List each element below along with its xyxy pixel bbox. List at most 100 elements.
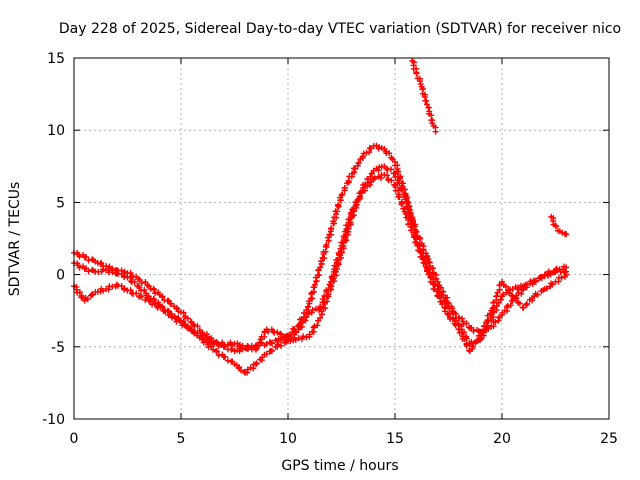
- data-point: [500, 291, 507, 298]
- data-point: [432, 128, 439, 135]
- data-point: [338, 192, 345, 199]
- data-point: [311, 281, 318, 288]
- series-trace-1: [71, 142, 570, 355]
- data-point: [513, 295, 520, 302]
- data-point: [412, 238, 419, 245]
- data-point: [507, 302, 514, 309]
- data-point: [236, 364, 243, 371]
- data-point: [138, 280, 145, 287]
- data-point: [312, 305, 319, 312]
- data-point: [516, 300, 523, 307]
- series-trace-4: [409, 57, 439, 135]
- data-point: [386, 150, 393, 157]
- data-point: [301, 310, 308, 317]
- chart-title: Day 228 of 2025, Sidereal Day-to-day VTE…: [59, 21, 621, 37]
- data-point: [432, 275, 439, 282]
- data-point: [499, 278, 505, 285]
- data-point: [253, 360, 260, 367]
- x-tick-label: 0: [70, 431, 79, 447]
- data-point: [133, 290, 140, 297]
- data-point: [194, 322, 201, 329]
- tick-labels: 0 5 10 15 20 25 -10 -5 0 5 10 15: [42, 51, 618, 447]
- data-point: [370, 176, 377, 183]
- data-point: [310, 324, 317, 331]
- data-point: [547, 271, 554, 278]
- data-point: [76, 289, 83, 296]
- data-point: [325, 237, 332, 244]
- data-point: [138, 293, 145, 300]
- data-point: [191, 328, 198, 335]
- data-point: [84, 296, 91, 303]
- data-point: [495, 317, 502, 324]
- data-point: [317, 264, 324, 271]
- data-point: [151, 286, 158, 293]
- data-point: [439, 301, 446, 308]
- data-point: [508, 292, 515, 299]
- data-point: [309, 295, 316, 302]
- data-point: [325, 286, 332, 293]
- data-point: [105, 286, 112, 293]
- data-point: [135, 283, 142, 290]
- data-point: [458, 315, 465, 322]
- data-point: [368, 170, 375, 177]
- data-point: [537, 274, 544, 281]
- data-point: [396, 179, 403, 186]
- data-point: [420, 259, 427, 266]
- data-point: [215, 340, 222, 347]
- data-point: [263, 340, 270, 347]
- data-point: [353, 199, 360, 206]
- data-point: [450, 310, 457, 317]
- data-point: [76, 264, 83, 271]
- x-axis-label: GPS time / hours: [281, 458, 398, 474]
- data-point: [410, 234, 417, 241]
- data-point: [269, 347, 276, 354]
- data-point: [278, 342, 285, 349]
- data-point: [200, 339, 207, 346]
- x-tick-label: 10: [279, 431, 297, 447]
- data-point: [335, 249, 342, 256]
- data-point: [449, 316, 456, 323]
- series-trace-5: [548, 213, 570, 238]
- data-point: [559, 229, 566, 236]
- x-tick-label: 20: [493, 431, 511, 447]
- y-axis-label: SDTVAR / TECUs: [7, 182, 23, 297]
- data-point: [180, 321, 187, 328]
- data-point: [466, 347, 473, 354]
- data-point: [414, 242, 421, 249]
- data-point: [425, 104, 432, 111]
- data-point: [131, 279, 138, 286]
- y-tick-label: -10: [42, 412, 65, 428]
- data-point: [318, 258, 325, 265]
- data-point: [383, 165, 390, 172]
- data-point: [356, 193, 363, 200]
- data-point: [492, 319, 499, 326]
- data-point: [278, 331, 285, 338]
- data-points: [71, 57, 570, 376]
- data-point: [407, 220, 414, 227]
- data-point: [184, 315, 191, 322]
- data-point: [199, 336, 206, 343]
- data-point: [563, 271, 570, 278]
- data-point: [113, 270, 120, 277]
- data-point: [423, 101, 430, 108]
- data-point: [352, 165, 359, 172]
- data-point: [152, 300, 159, 307]
- y-tick-label: 10: [47, 123, 65, 139]
- data-point: [292, 329, 299, 336]
- data-point: [388, 166, 395, 173]
- data-point: [534, 291, 541, 298]
- data-point: [364, 183, 371, 190]
- data-point: [408, 227, 415, 234]
- data-point: [211, 339, 218, 346]
- data-point: [319, 296, 326, 303]
- data-point: [470, 328, 477, 335]
- data-point: [136, 284, 143, 291]
- data-point: [149, 301, 156, 308]
- data-point: [523, 300, 530, 307]
- data-point: [532, 277, 539, 284]
- data-point: [413, 70, 420, 77]
- data-point: [557, 268, 564, 275]
- data-point: [109, 269, 116, 276]
- data-point: [118, 283, 125, 290]
